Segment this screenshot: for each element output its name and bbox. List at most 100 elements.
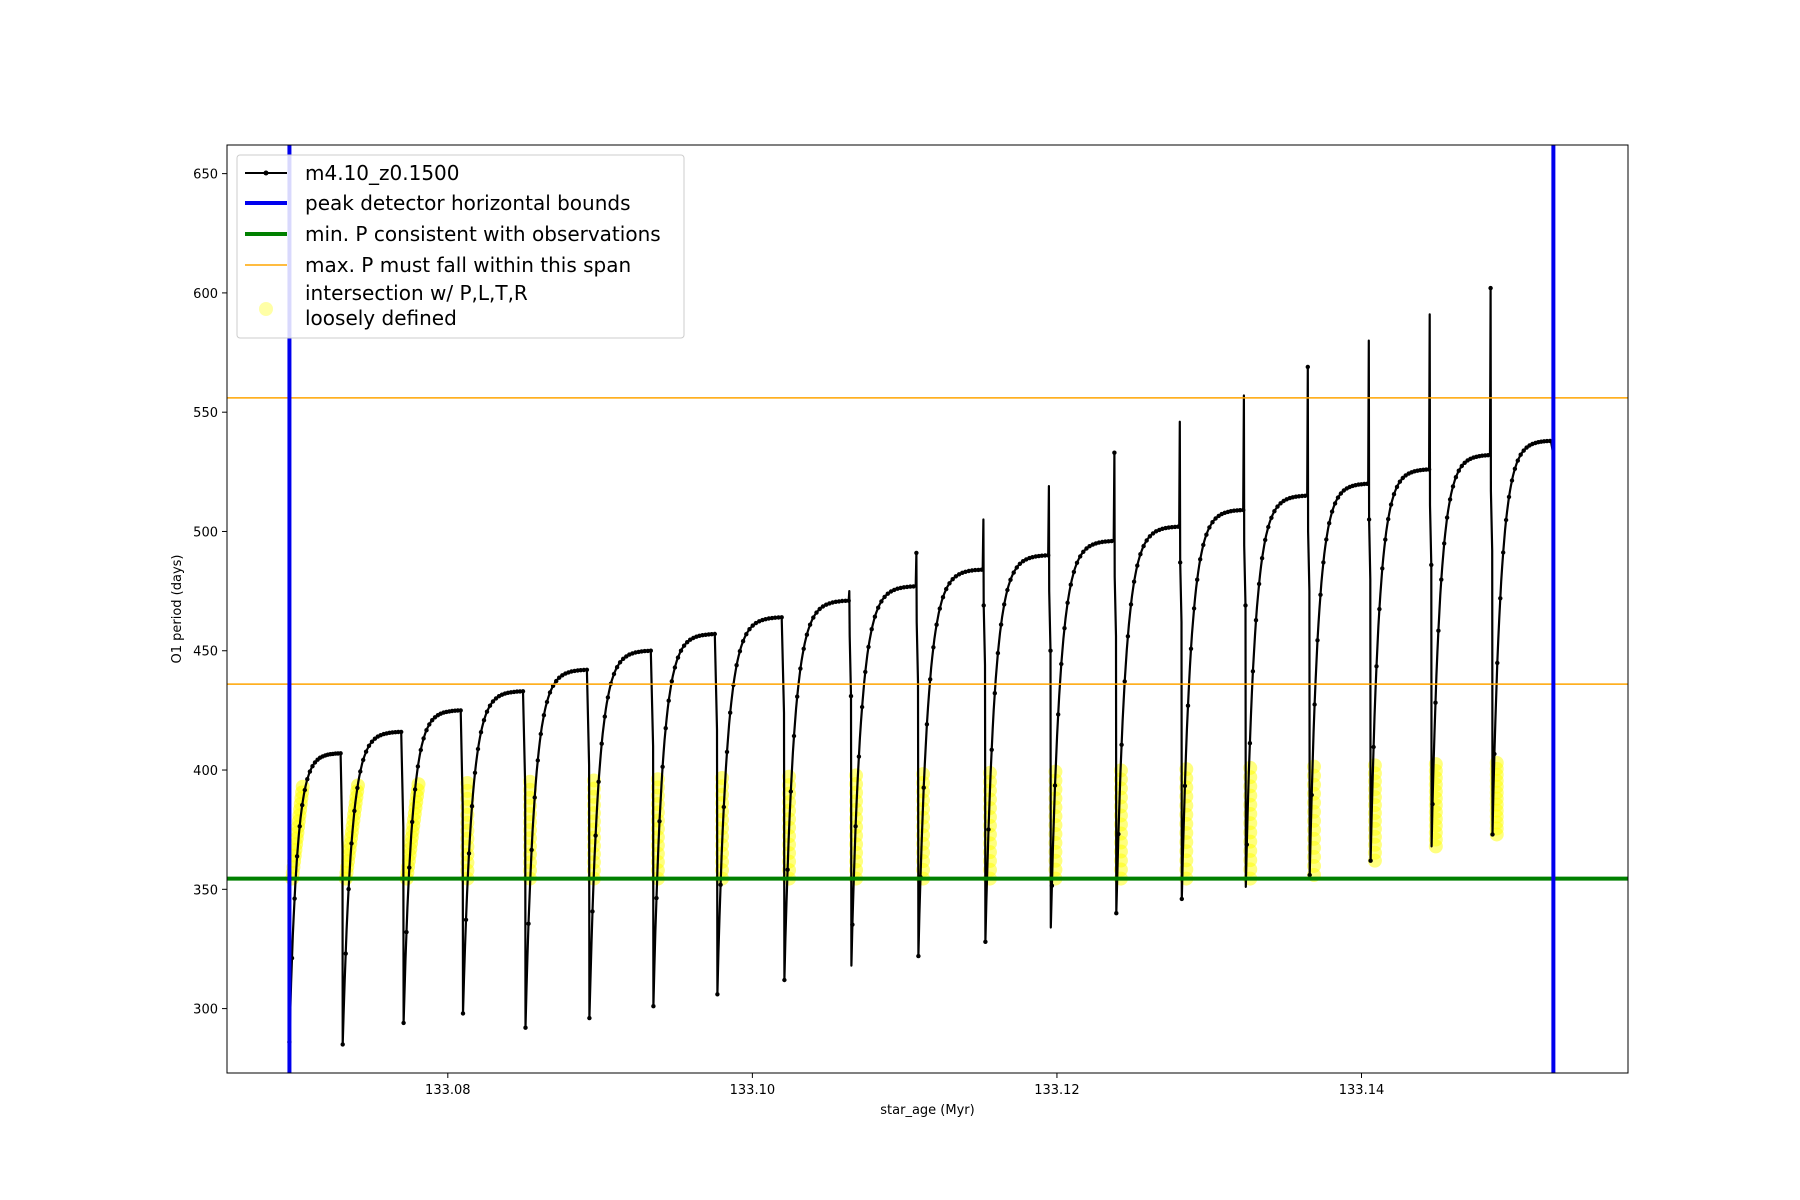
- series-point: [1131, 579, 1137, 584]
- y-tick-label-1: 350: [193, 883, 218, 898]
- series-point: [520, 689, 526, 694]
- series-point: [1253, 618, 1259, 623]
- series-point: [1492, 751, 1497, 757]
- series-point: [1324, 537, 1329, 542]
- series-point: [998, 622, 1004, 627]
- series-point: [766, 616, 771, 621]
- series-point: [469, 804, 475, 809]
- series-point: [1335, 495, 1341, 500]
- series-point: [1068, 582, 1074, 587]
- legend-entry-0: m4.10_z0.1500: [245, 161, 460, 185]
- series-point: [1201, 542, 1206, 548]
- series-point: [1518, 452, 1523, 457]
- series-point: [947, 581, 952, 586]
- series-point: [1263, 537, 1268, 543]
- series-point: [605, 695, 611, 700]
- series-point: [1112, 450, 1117, 455]
- series-point: [1122, 679, 1127, 684]
- series-point: [850, 922, 855, 927]
- series-point: [1450, 484, 1456, 489]
- series-point: [753, 620, 759, 626]
- series-point: [547, 690, 553, 695]
- series-point: [660, 764, 665, 769]
- series-point: [969, 568, 975, 573]
- series-point: [901, 585, 907, 590]
- series-point: [950, 577, 955, 582]
- series-point: [651, 1004, 656, 1009]
- series-point: [404, 929, 409, 935]
- series-point: [1071, 569, 1077, 575]
- series-point: [801, 646, 806, 651]
- series-point: [843, 598, 848, 603]
- series-point: [724, 749, 730, 755]
- series-point: [340, 1042, 345, 1047]
- series-point: [617, 660, 623, 665]
- x-axis-ticks: 133.08 133.10 133.12 133.14: [425, 1073, 1384, 1098]
- series-point: [1388, 502, 1394, 507]
- series-point: [305, 777, 310, 782]
- x-tick-label-2: 133.12: [1034, 1083, 1080, 1098]
- series-point: [963, 569, 968, 574]
- series-point: [1166, 525, 1171, 530]
- x-tick-label-0: 133.08: [425, 1083, 471, 1098]
- series-point: [1501, 550, 1506, 555]
- series-point: [487, 703, 493, 708]
- intersection-marker: [849, 768, 864, 783]
- series-point: [773, 615, 778, 620]
- series-point: [1447, 497, 1453, 502]
- series-point: [931, 645, 936, 650]
- legend-label: intersection w/ P,L,T,R: [305, 281, 528, 305]
- series-point: [1188, 646, 1194, 651]
- series-point: [979, 567, 984, 572]
- series-point: [715, 992, 720, 997]
- series-point: [1490, 832, 1495, 837]
- series-point: [814, 610, 819, 615]
- series-point: [1515, 458, 1521, 463]
- series-point: [358, 769, 363, 774]
- series-point: [366, 743, 372, 748]
- series-point: [1315, 638, 1320, 643]
- series-point: [1191, 606, 1197, 611]
- series-point: [544, 699, 550, 705]
- series-point: [1269, 515, 1274, 520]
- series-point: [1374, 664, 1379, 669]
- series-point: [490, 699, 496, 704]
- series-point: [1011, 570, 1016, 575]
- series-point: [791, 733, 797, 739]
- series-point: [1272, 509, 1277, 514]
- series-point: [820, 604, 826, 609]
- series-point: [1052, 783, 1058, 788]
- series-point: [892, 587, 897, 593]
- series-point: [1056, 712, 1061, 717]
- series-point: [1005, 587, 1010, 593]
- y-tick-label-2: 400: [193, 764, 218, 779]
- legend-box: [236, 154, 685, 339]
- series-point: [666, 698, 671, 703]
- series-point: [744, 632, 749, 637]
- series-point: [1332, 501, 1338, 506]
- series-point: [478, 730, 484, 735]
- y-tick-label-4: 500: [193, 525, 218, 540]
- series-point: [418, 747, 423, 753]
- series-point: [1125, 634, 1131, 639]
- series-point: [1430, 801, 1435, 807]
- series-point: [292, 896, 297, 901]
- y-tick-label-0: 300: [193, 1003, 218, 1018]
- series-point: [1204, 532, 1209, 537]
- series-point: [1014, 565, 1019, 570]
- series-point: [472, 770, 478, 775]
- series-m4.10-z0.1500: [287, 285, 1555, 1047]
- series-point: [995, 650, 1001, 656]
- series-point: [663, 726, 668, 731]
- series-point: [1049, 883, 1055, 888]
- series-point: [856, 754, 862, 759]
- series-point: [1329, 509, 1335, 514]
- series-point: [1059, 661, 1064, 667]
- series-point: [882, 594, 887, 600]
- legend-entry-1: peak detector horizontal bounds: [245, 191, 631, 215]
- series-point: [989, 747, 994, 752]
- legend-label-line2: loosely defined: [305, 306, 457, 330]
- series-line: [288, 287, 1555, 1046]
